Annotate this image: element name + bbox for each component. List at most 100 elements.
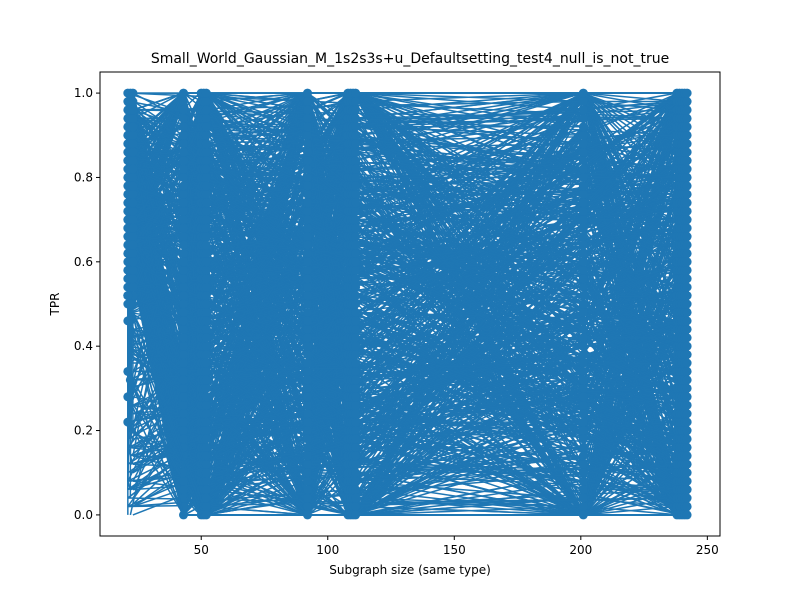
data-point (351, 426, 361, 436)
data-point (578, 248, 588, 258)
data-point (351, 198, 361, 208)
data-point (351, 434, 361, 444)
data-point (578, 97, 588, 107)
series-line (129, 117, 205, 229)
data-point (179, 366, 189, 376)
series-line (132, 412, 683, 449)
data-point (128, 257, 138, 267)
x-tick-label: 200 (569, 543, 592, 557)
data-point (682, 147, 692, 157)
data-point (682, 510, 692, 520)
data-point (123, 291, 133, 301)
series-line (132, 227, 685, 288)
data-point (179, 206, 189, 216)
data-point (201, 105, 211, 115)
series-line (350, 261, 688, 373)
series-line (132, 320, 680, 449)
series-line (127, 193, 688, 347)
series-line (132, 185, 683, 465)
data-point (179, 299, 189, 309)
data-point (179, 105, 189, 115)
data-point (351, 417, 361, 427)
data-point (351, 350, 361, 360)
data-point (351, 383, 361, 393)
data-point (128, 130, 138, 140)
data-point (682, 291, 692, 301)
series-line (130, 294, 349, 415)
series-line (127, 362, 354, 381)
data-point (201, 358, 211, 368)
data-point (201, 350, 211, 360)
data-point (303, 392, 313, 402)
data-point (303, 324, 313, 334)
series-line (132, 236, 309, 499)
data-point (303, 510, 313, 520)
data-point (682, 451, 692, 461)
data-point (128, 113, 138, 123)
data-point (578, 442, 588, 452)
data-point (179, 341, 189, 351)
series-line (129, 160, 354, 432)
data-point (303, 139, 313, 149)
data-point (128, 164, 138, 174)
data-point (201, 156, 211, 166)
series-line (200, 159, 680, 499)
series-line (347, 387, 680, 423)
series-line (350, 143, 680, 356)
series-line (355, 100, 685, 246)
data-point (682, 324, 692, 334)
data-point (201, 172, 211, 182)
data-point (682, 198, 692, 208)
data-point (201, 459, 211, 469)
data-point (128, 282, 138, 292)
data-point (351, 265, 361, 275)
data-point (179, 409, 189, 419)
data-point (201, 316, 211, 326)
y-tick-label: 0.8 (74, 170, 93, 184)
data-point (682, 248, 692, 258)
x-axis: 50 100 150 200 250 (194, 536, 719, 557)
data-point (682, 257, 692, 267)
data-point (303, 122, 313, 132)
series-line (347, 168, 685, 398)
data-point (201, 265, 211, 275)
data-point (303, 232, 313, 242)
data-point (125, 375, 135, 385)
data-series (123, 88, 692, 520)
series-line (353, 421, 685, 440)
series-line (132, 176, 688, 449)
series-line (200, 126, 351, 204)
data-point (201, 147, 211, 157)
data-point (303, 172, 313, 182)
data-point (303, 442, 313, 452)
data-point (201, 485, 211, 495)
data-point (578, 358, 588, 368)
data-point (128, 88, 138, 98)
data-point (179, 232, 189, 242)
data-point (179, 307, 189, 317)
data-point (201, 97, 211, 107)
data-point (179, 97, 189, 107)
data-point (201, 409, 211, 419)
data-point (128, 139, 138, 149)
data-point (179, 392, 189, 402)
series-line (347, 379, 678, 457)
data-point (303, 307, 313, 317)
data-point (303, 97, 313, 107)
data-point (682, 358, 692, 368)
data-point (351, 485, 361, 495)
series-line (130, 92, 680, 120)
data-point (201, 341, 211, 351)
series-line (353, 463, 680, 482)
data-point (682, 426, 692, 436)
data-point (201, 501, 211, 511)
series-line (203, 328, 584, 356)
data-point (201, 333, 211, 343)
data-point (128, 274, 138, 284)
data-point (578, 164, 588, 174)
data-point (351, 510, 361, 520)
data-point (351, 493, 361, 503)
data-point (201, 240, 211, 250)
data-point (179, 164, 189, 174)
series-line (130, 396, 680, 482)
